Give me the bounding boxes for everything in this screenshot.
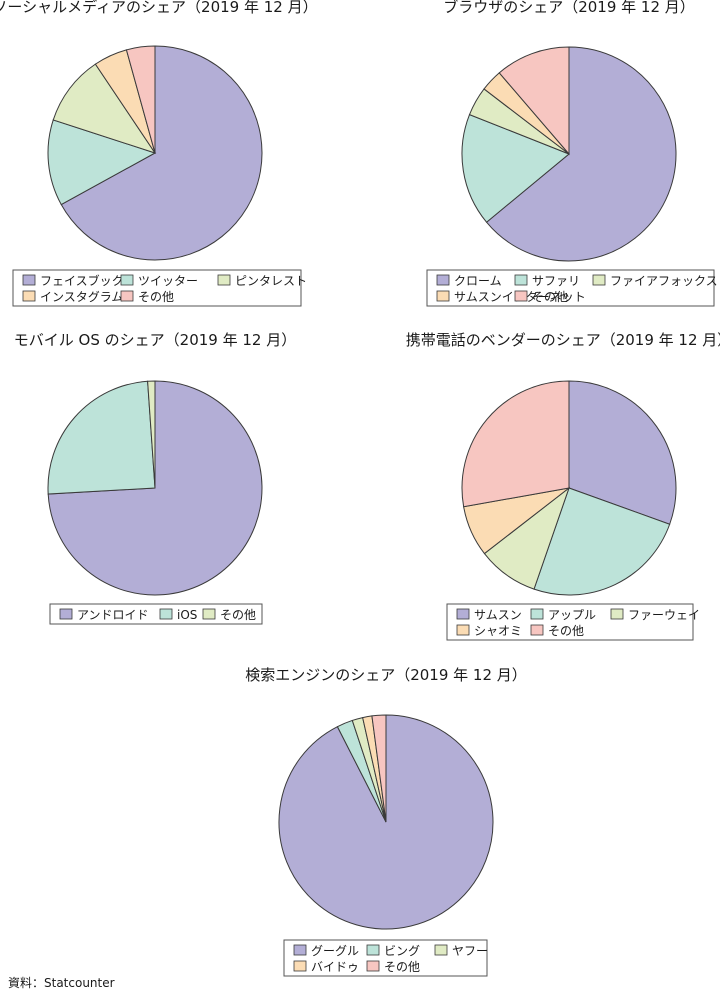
legend-frame <box>12 269 302 307</box>
legend-swatch <box>22 290 36 302</box>
legend-label: その他 <box>220 608 256 622</box>
legend-label: サムスン <box>474 608 522 622</box>
legend-swatch <box>610 608 624 620</box>
pie-slice-2 <box>47 380 156 495</box>
legend-frame <box>283 939 488 977</box>
pie-slice-5 <box>125 45 156 154</box>
legend-swatch <box>293 944 307 956</box>
legend-swatch <box>217 274 231 286</box>
legend-label: アップル <box>548 608 596 622</box>
legend-swatch <box>530 608 544 620</box>
legend-label: グーグル <box>311 944 359 958</box>
pie-slices <box>47 380 263 596</box>
legend-swatch <box>366 960 380 972</box>
pie-slice-2 <box>533 487 671 596</box>
pie-slice-1 <box>278 714 494 930</box>
chart-browser: ブラウザのシェア（2019 年 12 月） クロームサファリファイアフォックスサ… <box>426 0 718 307</box>
chart-title: モバイル OS のシェア（2019 年 12 月） <box>14 331 296 349</box>
pie-slices <box>461 380 677 596</box>
chart-legend: クロームサファリファイアフォックスサムスンインターネットその他 <box>426 269 718 307</box>
chart-social-media: ソーシャルメディアのシェア（2019 年 12 月） フェイスブック ツイッター ピ… <box>0 0 318 307</box>
legend-frame <box>446 603 694 641</box>
legend-label: その他 <box>532 290 568 304</box>
legend-swatch <box>456 624 470 636</box>
legend-label: バイドゥ <box>311 960 359 974</box>
pie-slice-2 <box>47 119 157 206</box>
legend-label: サファリ <box>532 274 580 288</box>
pie-slice-1 <box>485 46 677 262</box>
chart-title: 携帯電話のベンダーのシェア（2019 年 12 月） <box>406 331 720 349</box>
pie-slices <box>461 46 677 262</box>
legend-swatch <box>514 290 528 302</box>
legend-frame <box>426 269 715 307</box>
pie-slice-5 <box>371 714 387 823</box>
pie-slice-1 <box>568 380 677 525</box>
legend-label: その他 <box>384 960 420 974</box>
legend-swatch <box>514 274 528 286</box>
legend-label: アンドロイド <box>77 608 149 622</box>
pie-slice-3 <box>52 63 157 154</box>
pie-slices <box>278 714 494 930</box>
legend-label: その他 <box>138 290 174 304</box>
legend-swatch <box>22 274 36 286</box>
legend-swatch <box>366 944 380 956</box>
legend-swatch <box>592 274 606 286</box>
chart-legend: アンドロイド iOS その他 <box>49 603 263 625</box>
chart-mobile-os: モバイル OS のシェア（2019 年 12 月） アンドロイド iOS その他 <box>14 331 296 625</box>
legend-label: フェイスブック <box>40 273 124 288</box>
pie-slice-3 <box>147 380 156 489</box>
legend-label: ヤフー <box>452 944 488 958</box>
legend-swatch <box>434 944 448 956</box>
legend-swatch <box>202 608 216 620</box>
legend-label: iOS <box>177 608 197 622</box>
legend-swatch <box>120 274 134 286</box>
legend-label: ファーウェイ <box>628 608 700 622</box>
legend-swatch <box>59 608 73 620</box>
chart-title: 検索エンジンのシェア（2019 年 12 月） <box>245 666 527 684</box>
legend-label: インスタグラム <box>40 290 123 304</box>
legend-label: ビング <box>384 944 420 958</box>
legend-swatch <box>530 624 544 636</box>
legend-label: その他 <box>548 624 584 638</box>
legend-label: ツイッター <box>138 274 198 288</box>
source-note: 資料：Statcounter <box>8 976 115 990</box>
legend-label: クローム <box>454 274 502 288</box>
pie-slice-5 <box>498 46 570 156</box>
legend-swatch <box>293 960 307 972</box>
chart-phone-vendor: 携帯電話のベンダーのシェア（2019 年 12 月） サムスン アップル ファーウェ… <box>406 331 720 641</box>
chart-title: ブラウザのシェア（2019 年 12 月） <box>443 0 695 16</box>
legend-swatch <box>436 290 450 302</box>
legend-label: ピンタレスト <box>235 274 307 288</box>
legend-swatch <box>120 290 134 302</box>
chart-title: ソーシャルメディアのシェア（2019 年 12 月） <box>0 0 318 16</box>
pie-slice-1 <box>60 45 263 261</box>
pie-slice-2 <box>461 113 570 223</box>
legend-swatch <box>159 608 173 620</box>
legend-label: シャオミ <box>474 624 522 638</box>
legend-label: ファイアフォックス <box>610 274 718 288</box>
pie-slice-5 <box>461 380 570 508</box>
legend-swatch <box>436 274 450 286</box>
pie-slices <box>47 45 263 261</box>
legend-swatch <box>456 608 470 620</box>
